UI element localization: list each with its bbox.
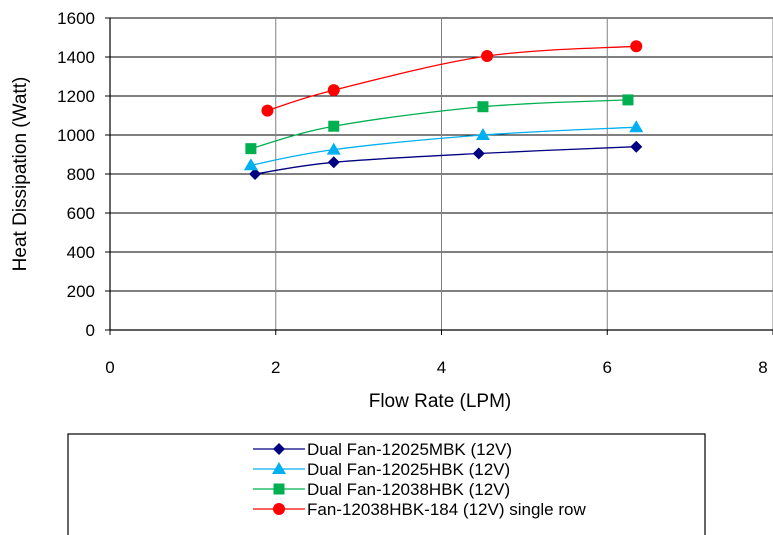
y-tick-label: 1400 bbox=[57, 48, 95, 67]
y-axis-title: Heat Dissipation (Watt) bbox=[10, 77, 31, 272]
x-tick-label: 6 bbox=[603, 358, 612, 377]
legend-item: Dual Fan-12038HBK (12V) bbox=[253, 480, 510, 499]
series-4 bbox=[261, 40, 643, 117]
x-tick-label: 0 bbox=[105, 358, 114, 377]
data-point bbox=[328, 120, 340, 132]
series-line bbox=[267, 45, 637, 112]
data-point bbox=[477, 101, 489, 113]
data-point bbox=[243, 158, 258, 171]
plot-area bbox=[105, 17, 773, 335]
y-tick-label: 600 bbox=[67, 204, 95, 223]
data-point bbox=[481, 50, 494, 63]
data-point bbox=[475, 128, 490, 140]
data-point bbox=[261, 104, 274, 117]
data-point bbox=[326, 142, 341, 155]
legend-label: Dual Fan-12038HBK (12V) bbox=[307, 480, 510, 499]
legend-label: Dual Fan-12025HBK (12V) bbox=[307, 460, 510, 479]
legend-item: Fan-12038HBK-184 (12V) single row bbox=[253, 500, 586, 519]
y-tick-label: 400 bbox=[67, 243, 95, 262]
legend-item: Dual Fan-12025HBK (12V) bbox=[253, 460, 510, 479]
y-tick-label: 1200 bbox=[57, 87, 95, 106]
data-point bbox=[327, 84, 340, 97]
legend-marker bbox=[273, 503, 285, 515]
data-point bbox=[630, 140, 643, 153]
y-tick-label: 200 bbox=[67, 282, 95, 301]
y-tick-label: 1000 bbox=[57, 126, 95, 145]
x-tick-label: 4 bbox=[437, 358, 446, 377]
legend-marker bbox=[273, 443, 285, 455]
y-tick-label: 800 bbox=[67, 165, 95, 184]
data-point bbox=[629, 120, 644, 133]
legend-box bbox=[67, 433, 706, 535]
legend: Dual Fan-12025MBK (12V)Dual Fan-12025HBK… bbox=[67, 433, 706, 535]
data-point bbox=[472, 147, 485, 160]
legend-item: Dual Fan-12025MBK (12V) bbox=[253, 440, 512, 459]
data-point bbox=[630, 40, 643, 53]
x-tick-label: 8 bbox=[758, 358, 767, 377]
series-line bbox=[250, 126, 637, 166]
series-line bbox=[250, 99, 628, 150]
x-axis-title: Flow Rate (LPM) bbox=[369, 391, 512, 412]
series-2 bbox=[243, 120, 644, 171]
legend-marker bbox=[273, 483, 285, 495]
data-point bbox=[327, 156, 340, 169]
legend-label: Dual Fan-12025MBK (12V) bbox=[307, 440, 512, 459]
tick-labels: 0 200 400 600 800 1000 1200 1400 1600 0 2 4 6 8 bbox=[57, 9, 768, 377]
series-1 bbox=[249, 140, 643, 180]
series-line bbox=[254, 146, 637, 175]
y-tick-label: 1600 bbox=[57, 9, 95, 28]
series-3 bbox=[245, 94, 634, 155]
y-tick-label: 0 bbox=[86, 321, 95, 340]
data-point bbox=[245, 143, 257, 155]
x-tick-label: 2 bbox=[271, 358, 280, 377]
legend-label: Fan-12038HBK-184 (12V) single row bbox=[307, 500, 586, 519]
data-point bbox=[622, 94, 634, 106]
legend-marker bbox=[272, 462, 286, 474]
series-layer bbox=[243, 40, 644, 180]
data-point bbox=[249, 168, 262, 180]
